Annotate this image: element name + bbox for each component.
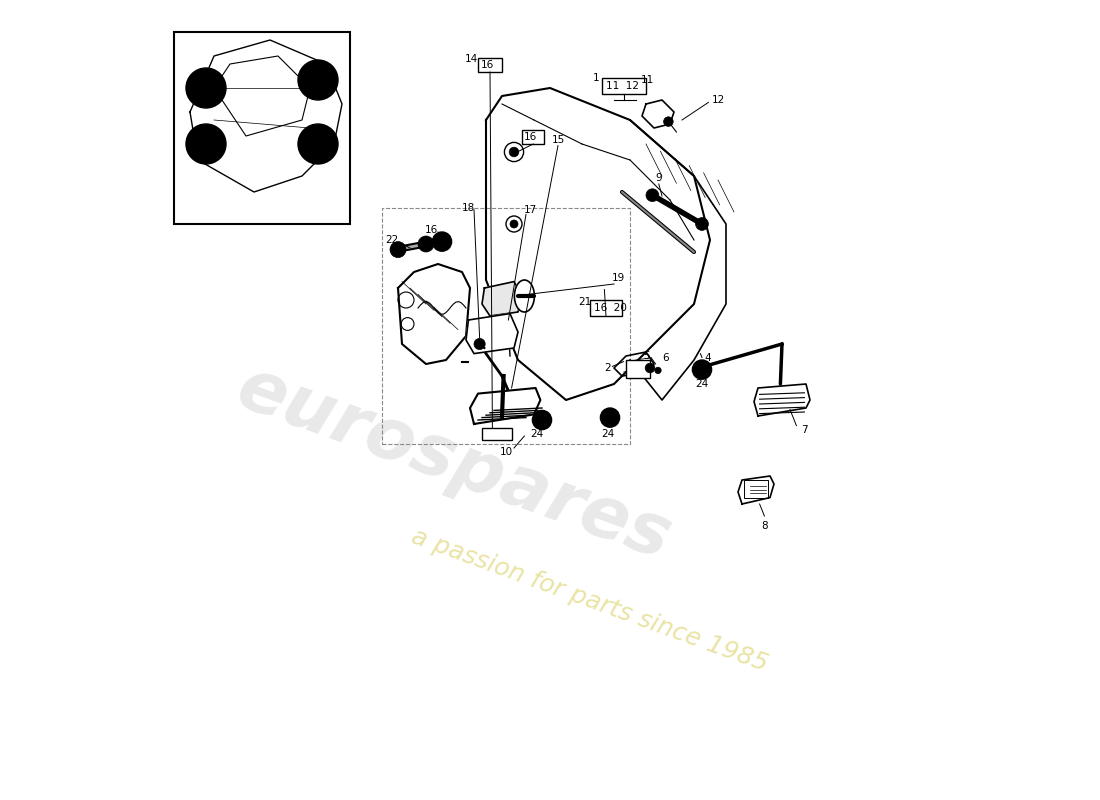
Text: 16: 16 (481, 60, 494, 70)
Circle shape (510, 220, 518, 228)
Text: 9: 9 (656, 173, 662, 182)
Polygon shape (754, 384, 810, 416)
Circle shape (646, 189, 659, 202)
Bar (478, 58, 502, 72)
Text: 12: 12 (712, 95, 725, 105)
Text: 16  20: 16 20 (594, 303, 627, 313)
Text: 17: 17 (524, 205, 537, 214)
Bar (602, 78, 646, 94)
Text: 6: 6 (662, 354, 669, 363)
Circle shape (186, 68, 225, 108)
Circle shape (418, 236, 434, 252)
Text: 7: 7 (801, 426, 807, 435)
Text: 8: 8 (761, 522, 768, 531)
Text: 22: 22 (385, 235, 398, 245)
Circle shape (437, 237, 447, 246)
Text: 24: 24 (601, 429, 614, 438)
Circle shape (186, 124, 225, 164)
Bar (744, 480, 768, 498)
Bar (522, 130, 544, 144)
Ellipse shape (515, 280, 535, 312)
Text: 24: 24 (695, 379, 708, 389)
Text: 21: 21 (578, 298, 591, 307)
Text: 1: 1 (593, 74, 600, 83)
Text: 16: 16 (524, 132, 537, 142)
Circle shape (663, 117, 673, 126)
Circle shape (697, 365, 707, 374)
Text: 10: 10 (499, 447, 513, 457)
Circle shape (298, 124, 338, 164)
Circle shape (510, 300, 518, 308)
Text: 16: 16 (425, 226, 438, 235)
Text: 24: 24 (530, 429, 543, 438)
Circle shape (537, 415, 547, 425)
Text: 15: 15 (551, 135, 564, 145)
Text: 18: 18 (462, 203, 475, 213)
Circle shape (509, 147, 519, 157)
Circle shape (646, 363, 654, 373)
Circle shape (692, 360, 712, 379)
Bar (482, 428, 513, 440)
Polygon shape (738, 476, 774, 504)
Bar (382, 208, 630, 444)
Text: 11  12: 11 12 (606, 82, 639, 91)
Circle shape (432, 232, 452, 251)
Bar (590, 300, 621, 316)
Text: 5: 5 (642, 351, 649, 361)
Text: 2: 2 (604, 363, 611, 373)
Circle shape (390, 242, 406, 258)
Polygon shape (482, 282, 522, 316)
Text: 4: 4 (704, 354, 711, 363)
Polygon shape (466, 314, 518, 354)
Bar (626, 360, 650, 378)
Text: eurospares: eurospares (228, 354, 681, 574)
Text: 14: 14 (465, 54, 478, 64)
Circle shape (605, 413, 615, 422)
Circle shape (474, 338, 485, 350)
Circle shape (298, 60, 338, 100)
Circle shape (654, 367, 661, 374)
Circle shape (532, 410, 551, 430)
Text: a passion for parts since 1985: a passion for parts since 1985 (408, 524, 771, 676)
Polygon shape (470, 388, 540, 424)
Text: 11: 11 (641, 75, 654, 85)
Bar (174, 32, 350, 224)
Circle shape (601, 408, 619, 427)
Circle shape (695, 218, 708, 230)
Text: 19: 19 (612, 274, 625, 283)
